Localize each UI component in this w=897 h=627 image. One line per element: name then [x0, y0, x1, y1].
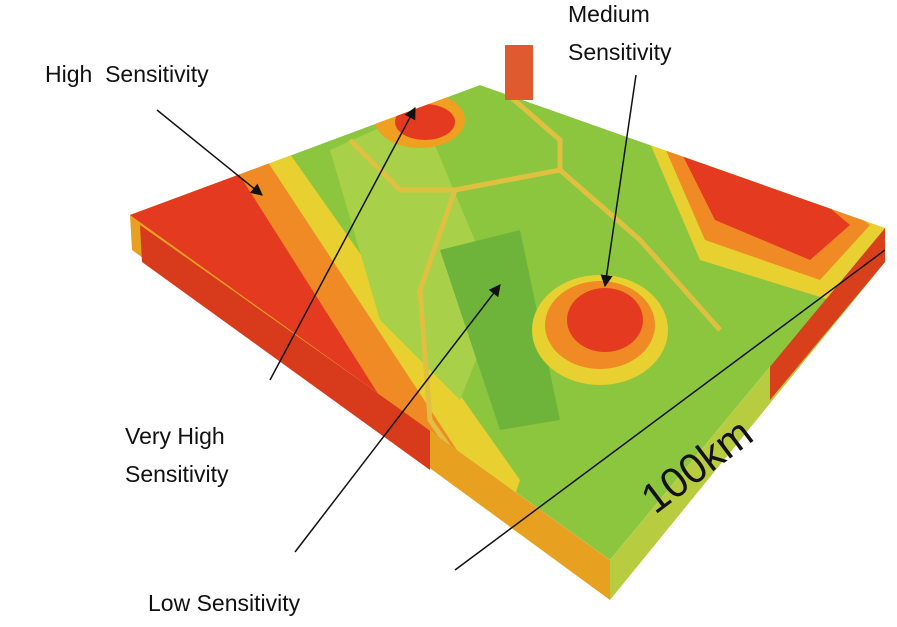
label-medium: Sensitivity	[568, 39, 672, 65]
label-high: High Sensitivity	[45, 61, 209, 87]
label-medium: Medium	[568, 1, 650, 27]
arrow-high	[157, 110, 262, 195]
label-very-high: Sensitivity	[125, 461, 229, 487]
terrain-surface	[100, 70, 885, 600]
tower	[505, 45, 533, 100]
page: High Sensitivity Medium Sensitivity Very…	[0, 0, 897, 627]
label-low: Low Sensitivity	[148, 590, 301, 616]
terrain-figure: High Sensitivity Medium Sensitivity Very…	[0, 0, 897, 627]
label-very-high: Very High	[125, 423, 225, 449]
